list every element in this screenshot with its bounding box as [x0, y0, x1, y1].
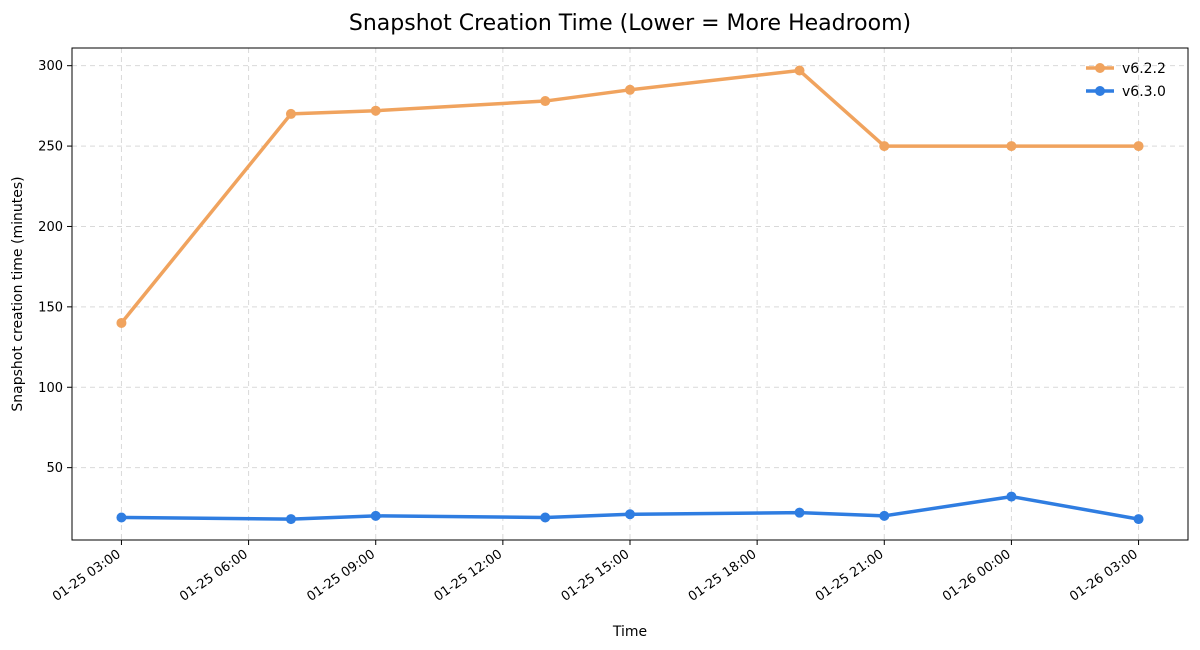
data-point — [116, 317, 127, 328]
data-point — [285, 514, 296, 525]
legend-item: v6.2.2 — [1086, 61, 1166, 77]
legend-label: v6.3.0 — [1122, 84, 1166, 100]
y-tick-label: 100 — [38, 381, 63, 396]
y-tick-label: 200 — [38, 220, 63, 235]
series-v6.2.2 — [116, 65, 1144, 328]
y-axis-label: Snapshot creation time (minutes) — [10, 176, 26, 411]
data-point — [1133, 141, 1144, 152]
legend-item: v6.3.0 — [1086, 84, 1166, 100]
x-axis-label: Time — [612, 624, 647, 640]
x-axis: 01-25 03:00 01-25 06:00 01-25 09:00 01-25 1… — [50, 540, 1141, 605]
data-point — [540, 512, 551, 523]
x-tick-label: 01-25 21:00 — [813, 547, 887, 605]
x-tick-label: 01-26 03:00 — [1067, 547, 1141, 605]
x-tick-label: 01-26 00:00 — [940, 547, 1014, 605]
x-tick-label: 01-25 09:00 — [304, 547, 378, 605]
data-point — [540, 96, 551, 107]
data-point — [794, 507, 805, 518]
legend-marker — [1095, 86, 1105, 96]
series-v6.3.0 — [116, 491, 1144, 525]
data-point — [370, 510, 381, 521]
x-tick-label: 01-25 15:00 — [559, 547, 633, 605]
data-point — [116, 512, 127, 523]
x-tick-label: 01-25 18:00 — [686, 547, 760, 605]
data-point — [625, 509, 635, 520]
data-point — [794, 65, 805, 76]
legend-marker — [1095, 63, 1105, 73]
series-layer — [116, 65, 1144, 525]
x-tick-label: 01-25 06:00 — [177, 547, 251, 605]
y-axis: 50 100 150 200 250 300 — [38, 59, 72, 476]
legend-label: v6.2.2 — [1122, 61, 1166, 77]
grid — [72, 48, 1188, 540]
chart-title: Snapshot Creation Time (Lower = More Hea… — [349, 11, 911, 36]
data-point — [1006, 141, 1017, 152]
data-point — [1133, 514, 1144, 525]
data-point — [370, 105, 381, 116]
data-point — [879, 510, 890, 521]
y-tick-label: 250 — [38, 140, 63, 155]
data-point — [625, 84, 635, 95]
y-tick-label: 50 — [46, 461, 63, 476]
x-tick-label: 01-25 12:00 — [432, 547, 506, 605]
data-point — [1006, 491, 1017, 502]
y-tick-label: 300 — [38, 59, 63, 74]
data-point — [285, 108, 296, 119]
x-tick-label: 01-25 03:00 — [50, 547, 124, 605]
legend: v6.2.2 v6.3.0 — [1086, 61, 1166, 100]
data-point — [879, 141, 890, 152]
y-tick-label: 150 — [38, 300, 63, 315]
